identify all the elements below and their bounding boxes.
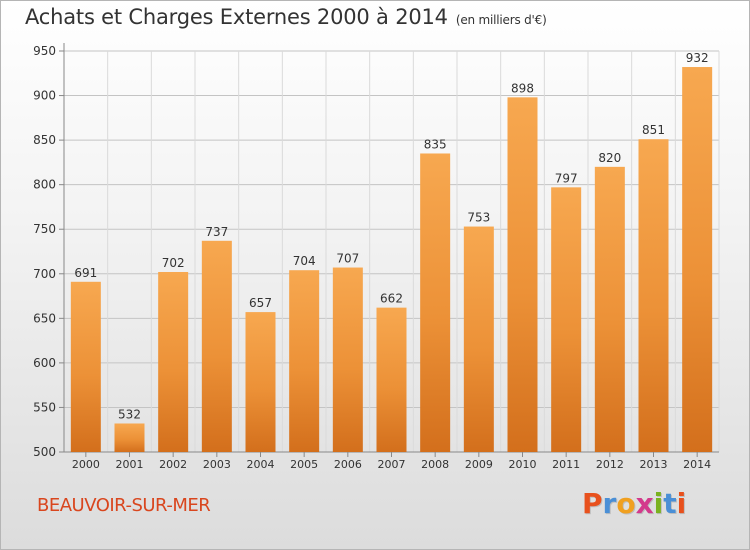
bar-2009	[463, 226, 494, 452]
bars	[70, 67, 713, 453]
data-label: 704	[293, 254, 316, 268]
axes: 500 550 600 650 700 750 800 850 900 950 2000 2001 20…	[33, 43, 719, 471]
y-tick-label: 700	[33, 267, 56, 281]
bar-2001	[114, 423, 145, 452]
y-tick-label: 600	[33, 356, 56, 370]
x-tick-label: 2002	[159, 458, 187, 471]
x-tick-label: 2007	[378, 458, 406, 471]
y-tick-label: 900	[33, 89, 56, 103]
bar-2011	[551, 187, 582, 452]
x-tick-label: 2001	[116, 458, 144, 471]
data-label: 851	[642, 123, 665, 137]
chart-title: Achats et Charges Externes 2000 à 2014 (e…	[25, 5, 547, 29]
bar-2000	[70, 281, 101, 452]
bar-2007	[376, 307, 407, 452]
data-label: 662	[380, 292, 403, 306]
data-label: 932	[686, 51, 709, 65]
data-label: 737	[205, 225, 228, 239]
x-tick-label: 2013	[640, 458, 668, 471]
logo-letter: x	[635, 487, 654, 520]
logo-letter: t	[663, 487, 677, 520]
x-tick-label: 2011	[552, 458, 580, 471]
bar-2004	[245, 312, 276, 452]
y-tick-label: 800	[33, 178, 56, 192]
y-tick-label: 850	[33, 133, 56, 147]
bar-2003	[201, 240, 232, 452]
data-label: 532	[118, 407, 141, 421]
data-label: 707	[336, 252, 359, 266]
bar-2005	[289, 270, 320, 452]
bar-2006	[332, 267, 363, 452]
data-label: 898	[511, 81, 534, 95]
data-label: 797	[555, 171, 578, 185]
data-label: 657	[249, 296, 272, 310]
y-tick-label: 950	[33, 44, 56, 58]
bar-2014	[682, 67, 713, 452]
bar-2010	[507, 97, 538, 453]
bar-2002	[158, 271, 189, 452]
bar-2012	[594, 166, 625, 452]
x-tick-label: 2014	[683, 458, 711, 471]
x-tick-label: 2004	[247, 458, 275, 471]
logo-letter: i	[676, 487, 687, 520]
data-label: 753	[467, 211, 490, 225]
x-tick-label: 2012	[596, 458, 624, 471]
x-tick-label: 2003	[203, 458, 231, 471]
x-tick-label: 2009	[465, 458, 493, 471]
data-label: 820	[598, 151, 621, 165]
logo-letter: r	[602, 487, 617, 520]
x-tick-label: 2008	[421, 458, 449, 471]
data-label: 691	[74, 266, 97, 280]
y-tick-label: 500	[33, 445, 56, 459]
proxiti-logo[interactable]: Proxiti	[582, 487, 686, 520]
x-tick-label: 2010	[509, 458, 537, 471]
bar-2008	[420, 153, 451, 452]
y-tick-label: 750	[33, 222, 56, 236]
data-label: 835	[424, 137, 447, 151]
data-label: 702	[162, 256, 185, 270]
logo-letter: i	[653, 487, 664, 520]
y-tick-label: 550	[33, 400, 56, 414]
x-tick-label: 2000	[72, 458, 100, 471]
logo-letter: o	[616, 487, 636, 520]
y-tick-label: 650	[33, 311, 56, 325]
bar-2013	[638, 139, 669, 452]
logo-letter: P	[582, 487, 603, 520]
place-name: BEAUVOIR-SUR-MER	[37, 495, 211, 516]
x-tick-label: 2005	[290, 458, 318, 471]
chart-title-text: Achats et Charges Externes 2000 à 2014	[25, 5, 448, 29]
data-labels: 691 532 702 737 657 704 707 662 835 753 898 797 820 8…	[74, 51, 708, 421]
x-tick-label: 2006	[334, 458, 362, 471]
chart-unit-label: (en milliers d'€)	[455, 13, 547, 27]
